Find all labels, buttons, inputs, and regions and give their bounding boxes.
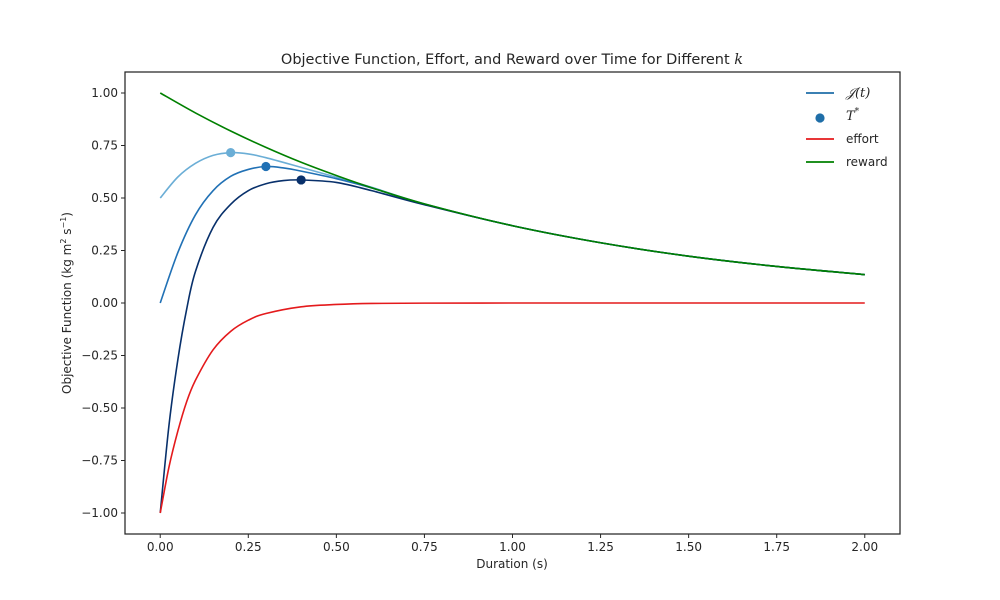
- y-tick-label: 0.00: [91, 296, 118, 310]
- legend-swatch-marker: [815, 113, 825, 123]
- legend-label: effort: [846, 132, 879, 146]
- y-tick-label: −1.00: [81, 506, 118, 520]
- optimum-point-1: [226, 148, 236, 158]
- x-tick-label: 0.75: [411, 540, 438, 554]
- x-axis-label: Duration (s): [476, 557, 548, 571]
- y-axis-label: Objective Function (kg m2 s−1): [59, 212, 74, 394]
- x-tick-label: 0.50: [323, 540, 350, 554]
- x-tick-label: 1.25: [587, 540, 614, 554]
- y-tick-label: −0.50: [81, 401, 118, 415]
- x-tick-label: 1.75: [763, 540, 790, 554]
- x-tick-label: 1.00: [499, 540, 526, 554]
- y-tick-label: 0.75: [91, 139, 118, 153]
- y-axis-ticks: −1.00 −0.75 −0.50 −0.25 0.00 0.25 0.50 0.75 1.00: [81, 86, 125, 520]
- optimum-point-2: [261, 161, 271, 172]
- y-tick-label: −0.25: [81, 349, 118, 363]
- series-line-effort: [159, 302, 865, 514]
- x-tick-label: 1.50: [675, 540, 702, 554]
- x-axis-ticks: 0.00 0.25 0.50 0.75 1.00 1.25 1.50 1.75 2.00: [147, 534, 878, 554]
- x-tick-label: 0.25: [235, 540, 262, 554]
- legend-label: T*: [846, 107, 860, 124]
- legend-label: reward: [846, 155, 888, 169]
- optimum-point-3: [296, 175, 306, 185]
- plot-area: [159, 92, 865, 514]
- y-tick-label: −0.75: [81, 454, 118, 468]
- series-line-reward: [159, 92, 865, 276]
- chart-title: Objective Function, Effort, and Reward o…: [281, 52, 743, 68]
- x-tick-label: 2.00: [851, 540, 878, 554]
- legend-label: 𝒥(t): [845, 86, 870, 101]
- y-tick-label: 0.50: [91, 191, 118, 205]
- x-tick-label: 0.00: [147, 540, 174, 554]
- legend: 𝒥(t) T* effort reward: [806, 86, 888, 169]
- y-tick-label: 0.25: [91, 244, 118, 258]
- y-tick-label: 1.00: [91, 86, 118, 100]
